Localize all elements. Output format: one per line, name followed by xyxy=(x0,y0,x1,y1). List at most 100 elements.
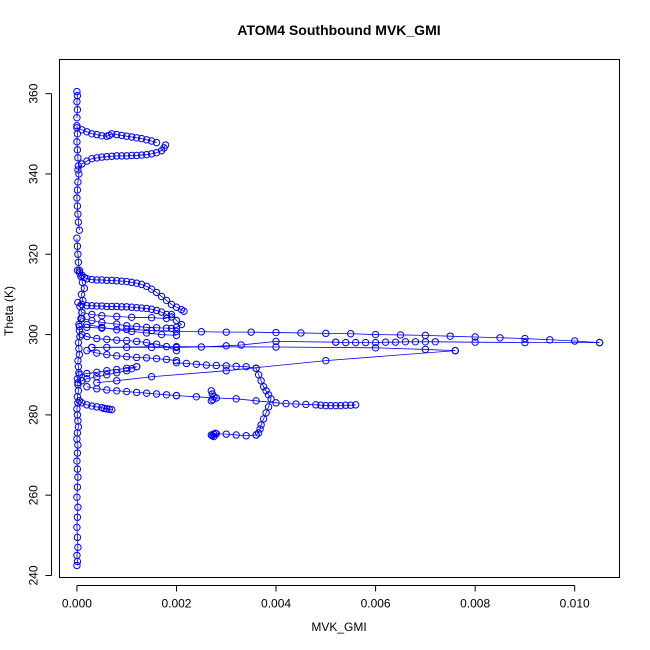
data-point xyxy=(137,151,146,159)
data-point xyxy=(93,154,101,162)
data-point xyxy=(127,303,136,311)
data-point xyxy=(431,338,440,346)
data-point xyxy=(162,355,171,364)
data-point xyxy=(73,122,81,130)
data-point xyxy=(118,277,126,285)
data-point xyxy=(74,543,82,552)
y-tick-label: 260 xyxy=(27,485,41,505)
data-point xyxy=(172,358,181,367)
data-point xyxy=(142,150,151,159)
data-point xyxy=(142,136,151,144)
data-point xyxy=(471,338,479,346)
data-point xyxy=(113,320,121,328)
data-point xyxy=(396,331,405,339)
data-point xyxy=(127,278,136,287)
x-axis: 0.000 0.002 0.004 0.006 0.008 0.010 xyxy=(62,585,590,611)
data-point xyxy=(212,361,221,370)
data-point xyxy=(113,130,121,139)
data-point xyxy=(74,178,82,186)
data-point xyxy=(347,401,355,409)
data-point xyxy=(123,325,131,334)
y-axis-label: Theta (K) xyxy=(2,286,16,336)
data-point xyxy=(222,342,230,350)
data-point xyxy=(73,186,82,194)
data-point xyxy=(78,126,86,134)
data-point xyxy=(152,288,161,297)
data-point xyxy=(167,324,176,333)
data-point xyxy=(108,302,116,311)
data-point xyxy=(73,465,82,473)
data-point xyxy=(73,449,82,457)
series-line xyxy=(77,366,137,384)
data-point xyxy=(73,146,82,154)
data-point xyxy=(123,367,131,375)
data-point xyxy=(172,342,181,351)
data-point xyxy=(172,316,181,325)
data-point xyxy=(132,337,141,346)
data-point xyxy=(142,304,151,313)
data-point xyxy=(127,313,136,321)
data-point xyxy=(132,388,141,397)
data-point xyxy=(262,387,270,395)
data-point xyxy=(259,383,268,391)
data-point xyxy=(73,457,81,465)
data-point xyxy=(73,513,82,521)
series-line xyxy=(91,346,456,352)
data-point xyxy=(471,333,479,341)
data-point xyxy=(351,338,360,347)
y-tick-label: 300 xyxy=(27,324,41,344)
data-point xyxy=(132,322,141,331)
data-point xyxy=(100,404,109,413)
data-point xyxy=(83,369,91,378)
data-point xyxy=(103,405,111,413)
data-point xyxy=(132,303,141,312)
data-point xyxy=(272,399,280,407)
data-point xyxy=(78,330,86,339)
series-line xyxy=(79,366,137,376)
data-point xyxy=(103,350,111,359)
data-point xyxy=(74,154,82,162)
data-point xyxy=(93,368,101,377)
data-point xyxy=(98,323,106,332)
data-point xyxy=(108,152,116,160)
data-point xyxy=(103,302,111,311)
series-line xyxy=(77,302,172,318)
data-point xyxy=(197,328,206,336)
data-point xyxy=(371,330,380,339)
data-point xyxy=(83,332,91,341)
data-point xyxy=(103,367,111,375)
data-point xyxy=(142,389,151,397)
data-point xyxy=(123,303,131,311)
data-point xyxy=(147,137,156,145)
data-point xyxy=(113,152,121,160)
data-point xyxy=(73,138,81,146)
data-point xyxy=(103,152,111,161)
data-point xyxy=(147,314,156,322)
data-point xyxy=(108,130,116,138)
data-point xyxy=(342,338,350,347)
data-point xyxy=(322,401,330,410)
data-point xyxy=(371,338,380,347)
data-point xyxy=(123,277,131,286)
data-point xyxy=(103,335,111,344)
data-point xyxy=(83,320,91,329)
data-point xyxy=(222,328,230,336)
data-point xyxy=(152,306,161,315)
data-point xyxy=(232,395,240,403)
data-point xyxy=(123,352,131,361)
data-point xyxy=(162,342,171,351)
data-point xyxy=(113,365,121,374)
data-point xyxy=(113,277,121,285)
data-point xyxy=(93,302,101,310)
data-point xyxy=(73,266,82,275)
data-point xyxy=(207,387,216,395)
data-point xyxy=(93,385,101,393)
x-tick-label: 0.006 xyxy=(361,597,391,611)
data-point xyxy=(327,401,335,410)
data-point xyxy=(103,371,111,379)
data-point xyxy=(147,305,156,313)
data-point xyxy=(209,395,217,404)
data-point xyxy=(595,338,604,347)
data-point xyxy=(211,429,220,438)
data-point xyxy=(113,302,121,311)
